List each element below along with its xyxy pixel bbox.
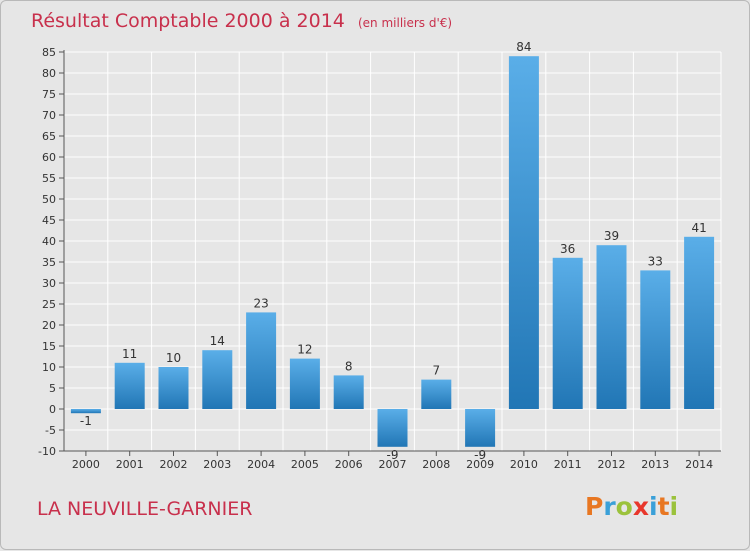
data-label-2013: 33	[648, 254, 663, 268]
x-tick-label-2005: 2005	[291, 458, 319, 471]
data-label-2006: 8	[345, 359, 353, 373]
x-tick-label-2007: 2007	[379, 458, 407, 471]
y-tick-label: 60	[42, 151, 56, 164]
x-tick-label-2000: 2000	[72, 458, 100, 471]
x-tick-label-2010: 2010	[510, 458, 538, 471]
data-label-2005: 12	[297, 343, 312, 357]
x-tick-label-2006: 2006	[335, 458, 363, 471]
y-tick-label: 30	[42, 277, 56, 290]
axes: -10 -5 0 5 10 15 20 25 30 35 40 45 50 55 60 65 70 75 80 85 2…	[38, 46, 721, 471]
data-label-2003: 14	[210, 334, 225, 348]
chart-title-unit: (en milliers d'€)	[358, 16, 452, 30]
y-tick-label: 65	[42, 130, 56, 143]
y-tick-label: 20	[42, 319, 56, 332]
data-label-2002: 10	[166, 351, 181, 365]
y-tick-label: 10	[42, 361, 56, 374]
y-tick-label: 40	[42, 235, 56, 248]
x-tick-label-2012: 2012	[598, 458, 626, 471]
y-tick-label: 0	[49, 403, 56, 416]
x-tick-label-2001: 2001	[116, 458, 144, 471]
logo-letter: r	[603, 492, 616, 521]
x-tick-label-2008: 2008	[422, 458, 450, 471]
y-tick-label: 55	[42, 172, 56, 185]
bar-2001	[114, 362, 145, 409]
logo-letter: t	[658, 492, 670, 521]
y-tick-label: 5	[49, 382, 56, 395]
bar-2002	[158, 367, 189, 409]
bar-2005	[289, 358, 320, 409]
data-label-2009: -9	[474, 448, 486, 462]
data-label-2000: -1	[80, 414, 92, 428]
chart-title-main: Résultat Comptable 2000 à 2014	[31, 10, 345, 32]
x-tick-label-2003: 2003	[203, 458, 231, 471]
bar-2010	[508, 56, 539, 409]
y-tick-label: -10	[38, 445, 56, 458]
bar-2014	[684, 236, 715, 409]
x-tick-label-2002: 2002	[160, 458, 188, 471]
y-tick-label: -5	[45, 424, 56, 437]
x-tick-label-2009: 2009	[466, 458, 494, 471]
data-label-2004: 23	[253, 296, 268, 310]
y-tick-label: 15	[42, 340, 56, 353]
proxiti-logo: Proxiti	[585, 492, 678, 521]
bar-2011	[552, 257, 583, 409]
logo-letter: i	[670, 492, 679, 521]
y-tick-label: 85	[42, 46, 56, 59]
y-tick-label: 25	[42, 298, 56, 311]
logo-letter: o	[616, 492, 633, 521]
bar-2009	[465, 409, 496, 447]
logo-letter: P	[585, 492, 603, 521]
grid	[63, 51, 722, 452]
data-label-2001: 11	[122, 347, 137, 361]
bar-2007	[377, 409, 408, 447]
data-label-2012: 39	[604, 229, 619, 243]
bar-2003	[202, 350, 233, 409]
logo-letter: i	[649, 492, 658, 521]
bar-2006	[333, 375, 364, 409]
y-tick-label: 45	[42, 214, 56, 227]
data-labels: -1 11 10 14 23 12 8 -9 7 -9 84 36 39 33 41	[80, 40, 707, 462]
bars	[70, 56, 715, 447]
data-label-2014: 41	[691, 221, 706, 235]
y-tick-label: 70	[42, 109, 56, 122]
commune-name: LA NEUVILLE-GARNIER	[37, 498, 252, 520]
x-tick-label-2014: 2014	[685, 458, 713, 471]
x-tick-label-2011: 2011	[554, 458, 582, 471]
logo-letter: x	[633, 492, 649, 521]
x-tick-label-2013: 2013	[641, 458, 669, 471]
data-label-2011: 36	[560, 242, 575, 256]
bar-2013	[640, 270, 671, 409]
y-tick-label: 50	[42, 193, 56, 206]
chart-title: Résultat Comptable 2000 à 2014 (en milli…	[31, 10, 452, 32]
bar-2004	[246, 312, 277, 409]
x-tick-label-2004: 2004	[247, 458, 275, 471]
data-label-2007: -9	[387, 448, 399, 462]
y-tick-label: 80	[42, 67, 56, 80]
bar-2008	[421, 379, 452, 409]
data-label-2008: 7	[432, 364, 440, 378]
y-tick-label: 75	[42, 88, 56, 101]
bar-2012	[596, 245, 627, 409]
data-label-2010: 84	[516, 40, 531, 54]
bar-2000	[70, 409, 101, 414]
y-tick-label: 35	[42, 256, 56, 269]
